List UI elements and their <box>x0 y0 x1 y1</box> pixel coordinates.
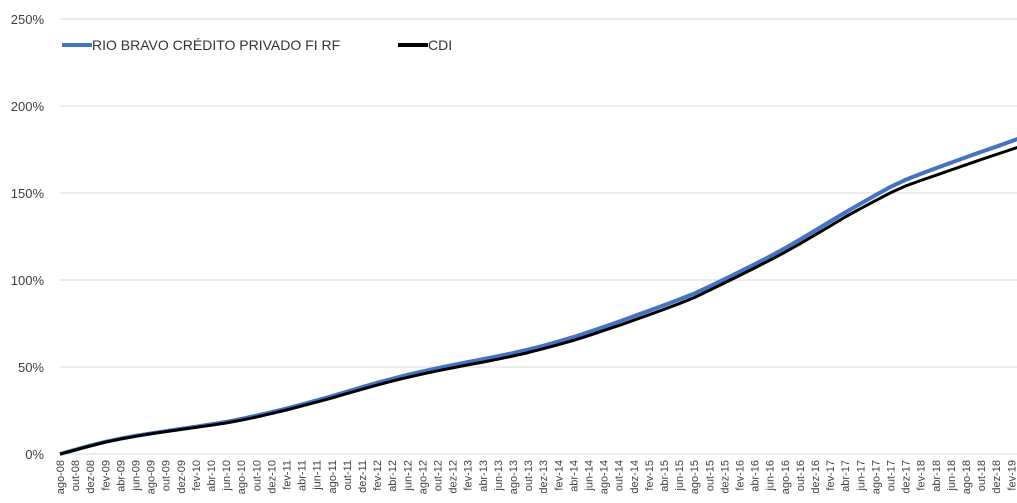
x-tick-label: fev-12 <box>372 460 384 491</box>
x-tick-label: dez-18 <box>991 460 1003 494</box>
series-line-cdi <box>59 145 1017 456</box>
x-tick-label: out-17 <box>886 460 898 491</box>
x-tick-label: fev-10 <box>191 460 203 491</box>
x-tick-label: dez-10 <box>266 460 278 494</box>
x-axis-ticks: ago-08 out-08 dez-08 fev-09 abr-09 jun-09 ago-… <box>55 460 1017 494</box>
x-tick-label: jun-15 <box>674 460 686 492</box>
x-tick-label: out-16 <box>795 460 807 491</box>
y-tick-label: 200% <box>11 99 45 114</box>
x-tick-label: out-12 <box>433 460 445 491</box>
x-tick-label: jun-10 <box>221 460 233 492</box>
x-tick-label: ago-10 <box>236 460 248 494</box>
legend-label-cdi: CDI <box>428 37 452 53</box>
x-tick-label: ago-08 <box>55 460 67 494</box>
x-tick-label: jun-18 <box>946 460 958 492</box>
x-tick-label: jun-16 <box>765 460 777 492</box>
legend-label-rio-bravo: RIO BRAVO CRÉDITO PRIVADO FI RF <box>92 37 340 53</box>
x-tick-label: ago-16 <box>780 460 792 494</box>
legend: RIO BRAVO CRÉDITO PRIVADO FI RF CDI <box>62 37 452 53</box>
y-tick-label: 250% <box>11 12 45 27</box>
x-tick-label: abr-09 <box>115 460 127 492</box>
x-tick-label: out-15 <box>704 460 716 491</box>
x-tick-label: out-11 <box>342 460 354 490</box>
x-tick-label: fev-14 <box>553 460 565 491</box>
x-tick-label: abr-18 <box>931 460 943 492</box>
x-tick-label: fev-19 <box>1006 460 1017 491</box>
x-tick-label: ago-15 <box>689 460 701 494</box>
x-tick-label: ago-09 <box>146 460 158 494</box>
x-tick-label: abr-17 <box>840 460 852 492</box>
x-tick-label: abr-15 <box>659 460 671 492</box>
x-tick-label: out-14 <box>614 460 626 491</box>
x-tick-label: dez-15 <box>719 460 731 494</box>
y-tick-label: 150% <box>11 186 45 201</box>
x-tick-label: ago-17 <box>870 460 882 494</box>
x-tick-label: jun-12 <box>402 460 414 492</box>
x-tick-label: dez-17 <box>901 460 913 494</box>
y-axis-ticks: 0% 50% 100% 150% 200% 250% <box>11 12 45 462</box>
x-tick-label: jun-09 <box>131 460 143 492</box>
x-tick-label: abr-16 <box>750 460 762 492</box>
x-tick-label: ago-12 <box>417 460 429 494</box>
series-lines <box>59 137 1017 456</box>
x-tick-label: ago-18 <box>961 460 973 494</box>
y-tick-label: 50% <box>18 360 44 375</box>
y-tick-label: 0% <box>25 447 44 462</box>
x-tick-label: dez-09 <box>176 460 188 494</box>
y-tick-label: 100% <box>11 273 45 288</box>
x-tick-label: jun-13 <box>493 460 505 492</box>
x-tick-label: dez-12 <box>448 460 460 494</box>
x-tick-label: dez-13 <box>538 460 550 494</box>
x-tick-label: abr-11 <box>297 460 309 491</box>
x-tick-label: jun-17 <box>855 460 867 492</box>
x-tick-label: fev-11 <box>282 460 294 490</box>
x-tick-label: jun-11 <box>312 460 324 491</box>
x-tick-label: out-08 <box>70 460 82 491</box>
x-tick-label: ago-13 <box>508 460 520 494</box>
x-tick-label: fev-15 <box>644 460 656 491</box>
x-tick-label: abr-12 <box>387 460 399 492</box>
x-tick-label: dez-08 <box>85 460 97 494</box>
x-tick-label: out-13 <box>523 460 535 491</box>
x-tick-label: abr-14 <box>568 460 580 492</box>
x-tick-label: ago-11 <box>327 460 339 493</box>
x-tick-label: fev-18 <box>916 460 928 491</box>
x-tick-label: abr-10 <box>206 460 218 492</box>
x-tick-label: out-09 <box>161 460 173 491</box>
x-tick-label: fev-13 <box>463 460 475 491</box>
x-tick-label: abr-13 <box>478 460 490 492</box>
x-tick-label: fev-16 <box>735 460 747 491</box>
x-tick-label: ago-14 <box>599 460 611 494</box>
x-tick-label: out-18 <box>976 460 988 491</box>
x-tick-label: fev-17 <box>825 460 837 491</box>
x-tick-label: out-10 <box>251 460 263 491</box>
x-tick-label: dez-11 <box>357 460 369 493</box>
x-tick-label: jun-14 <box>584 460 596 492</box>
x-tick-label: dez-14 <box>629 460 641 494</box>
x-tick-label: fev-09 <box>100 460 112 491</box>
gridlines <box>60 18 1017 455</box>
x-tick-label: dez-16 <box>810 460 822 494</box>
series-line-rio-bravo <box>59 137 1017 456</box>
